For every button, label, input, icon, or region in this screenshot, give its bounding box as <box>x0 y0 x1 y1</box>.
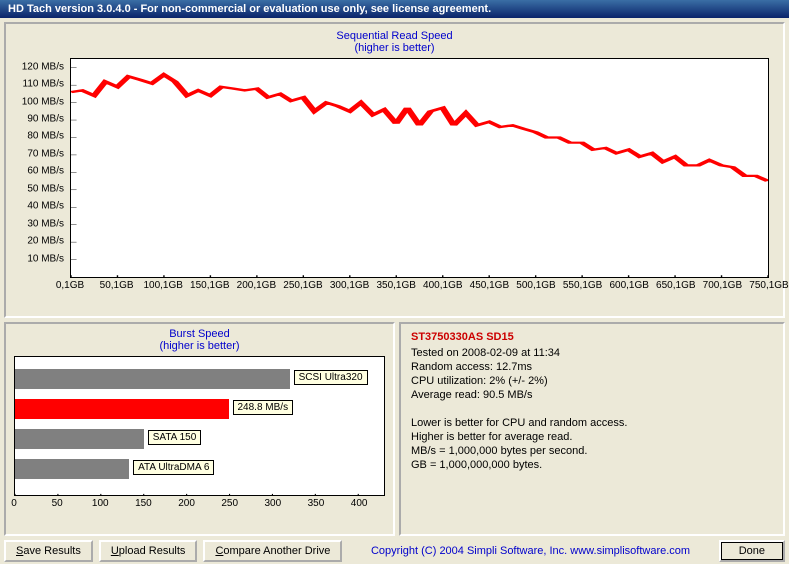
burst-bar <box>15 429 144 449</box>
burst-chart-title: Burst Speed (higher is better) <box>14 328 385 352</box>
y-tick-label: 100 MB/s <box>22 96 64 107</box>
x-tick-label: 0,1GB <box>56 280 84 291</box>
window-titlebar: HD Tach version 3.0.4.0 - For non-commer… <box>0 0 789 18</box>
chart-title-text: Sequential Read Speed <box>336 30 452 42</box>
burst-bar-label: 248.8 MB/s <box>233 400 294 415</box>
burst-speed-panel: Burst Speed (higher is better) SCSI Ultr… <box>4 322 395 536</box>
line-chart-plot-area <box>70 58 769 278</box>
x-tick-label: 750,1GB <box>749 280 788 291</box>
burst-bar <box>15 369 290 389</box>
y-tick-label: 60 MB/s <box>27 166 64 177</box>
y-tick-label: 50 MB/s <box>27 183 64 194</box>
upload-results-button[interactable]: Upload Results <box>99 540 198 562</box>
info-note: Lower is better for CPU and random acces… <box>411 416 773 430</box>
burst-bar-label: SCSI Ultra320 <box>294 370 368 385</box>
burst-title-text: Burst Speed <box>169 328 230 340</box>
copyright-text: Copyright (C) 2004 Simpli Software, Inc.… <box>348 545 712 557</box>
y-tick-label: 40 MB/s <box>27 201 64 212</box>
line-chart-y-axis: 10 MB/s 20 MB/s 30 MB/s 40 MB/s 50 MB/s 60 MB… <box>16 58 68 278</box>
burst-x-tick-label: 100 <box>92 498 109 509</box>
y-tick-label: 120 MB/s <box>22 61 64 72</box>
burst-bar <box>15 399 229 419</box>
burst-x-tick-label: 250 <box>221 498 238 509</box>
x-tick-label: 200,1GB <box>237 280 276 291</box>
x-tick-label: 150,1GB <box>190 280 229 291</box>
chart-subtitle-text: (higher is better) <box>354 42 434 54</box>
cpu-utilization: CPU utilization: 2% (+/- 2%) <box>411 374 773 388</box>
drive-info-panel: ST3750330AS SD15 Tested on 2008-02-09 at… <box>399 322 785 536</box>
burst-x-axis: 0 50 100 150 200 250 300 350 400 <box>14 498 385 512</box>
x-tick-label: 650,1GB <box>656 280 695 291</box>
burst-x-tick-label: 300 <box>264 498 281 509</box>
x-tick-label: 450,1GB <box>470 280 509 291</box>
y-tick-label: 110 MB/s <box>23 79 65 90</box>
y-tick-label: 30 MB/s <box>27 218 64 229</box>
x-tick-label: 100,1GB <box>143 280 182 291</box>
burst-x-tick-label: 0 <box>11 498 17 509</box>
burst-x-tick-label: 200 <box>178 498 195 509</box>
drive-model: ST3750330AS SD15 <box>411 330 773 344</box>
burst-x-tick-label: 50 <box>52 498 63 509</box>
burst-x-tick-label: 400 <box>351 498 368 509</box>
burst-subtitle-text: (higher is better) <box>159 340 239 352</box>
x-tick-label: 500,1GB <box>516 280 555 291</box>
info-note: MB/s = 1,000,000 bytes per second. <box>411 444 773 458</box>
line-chart-x-axis: 0,1GB50,1GB100,1GB150,1GB200,1GB250,1GB3… <box>70 280 769 294</box>
burst-chart: SCSI Ultra320248.8 MB/s SATA 150 ATA Ultra… <box>14 356 385 516</box>
random-access: Random access: 12.7ms <box>411 360 773 374</box>
x-tick-label: 50,1GB <box>100 280 134 291</box>
compare-drive-button[interactable]: Compare Another Drive <box>203 540 342 562</box>
save-results-button[interactable]: Save Results <box>4 540 93 562</box>
y-tick-label: 10 MB/s <box>27 253 64 264</box>
burst-bar <box>15 459 129 479</box>
burst-plot-area: SCSI Ultra320248.8 MB/s SATA 150 ATA Ultra… <box>14 356 385 496</box>
y-tick-label: 80 MB/s <box>27 131 64 142</box>
y-tick-label: 20 MB/s <box>27 236 64 247</box>
info-note: GB = 1,000,000,000 bytes. <box>411 458 773 472</box>
sequential-chart-title: Sequential Read Speed (higher is better) <box>16 30 773 54</box>
burst-bar-label: ATA UltraDMA 6 <box>133 460 214 475</box>
burst-bar-label: SATA 150 <box>148 430 202 445</box>
y-tick-label: 70 MB/s <box>27 148 64 159</box>
burst-x-tick-label: 350 <box>308 498 325 509</box>
average-read: Average read: 90.5 MB/s <box>411 388 773 402</box>
x-tick-label: 600,1GB <box>609 280 648 291</box>
done-button[interactable]: Done <box>719 540 785 562</box>
x-tick-label: 550,1GB <box>563 280 602 291</box>
x-tick-label: 350,1GB <box>376 280 415 291</box>
sequential-read-panel: Sequential Read Speed (higher is better)… <box>4 22 785 318</box>
bottom-toolbar: Save Results Upload Results Compare Anot… <box>4 540 785 562</box>
x-tick-label: 300,1GB <box>330 280 369 291</box>
x-tick-label: 250,1GB <box>283 280 322 291</box>
info-note: Higher is better for average read. <box>411 430 773 444</box>
x-tick-label: 400,1GB <box>423 280 462 291</box>
tested-on: Tested on 2008-02-09 at 11:34 <box>411 346 773 360</box>
line-chart: 10 MB/s 20 MB/s 30 MB/s 40 MB/s 50 MB/s 60 MB… <box>16 58 773 298</box>
y-tick-label: 90 MB/s <box>27 114 64 125</box>
x-tick-label: 700,1GB <box>703 280 742 291</box>
burst-x-tick-label: 150 <box>135 498 152 509</box>
